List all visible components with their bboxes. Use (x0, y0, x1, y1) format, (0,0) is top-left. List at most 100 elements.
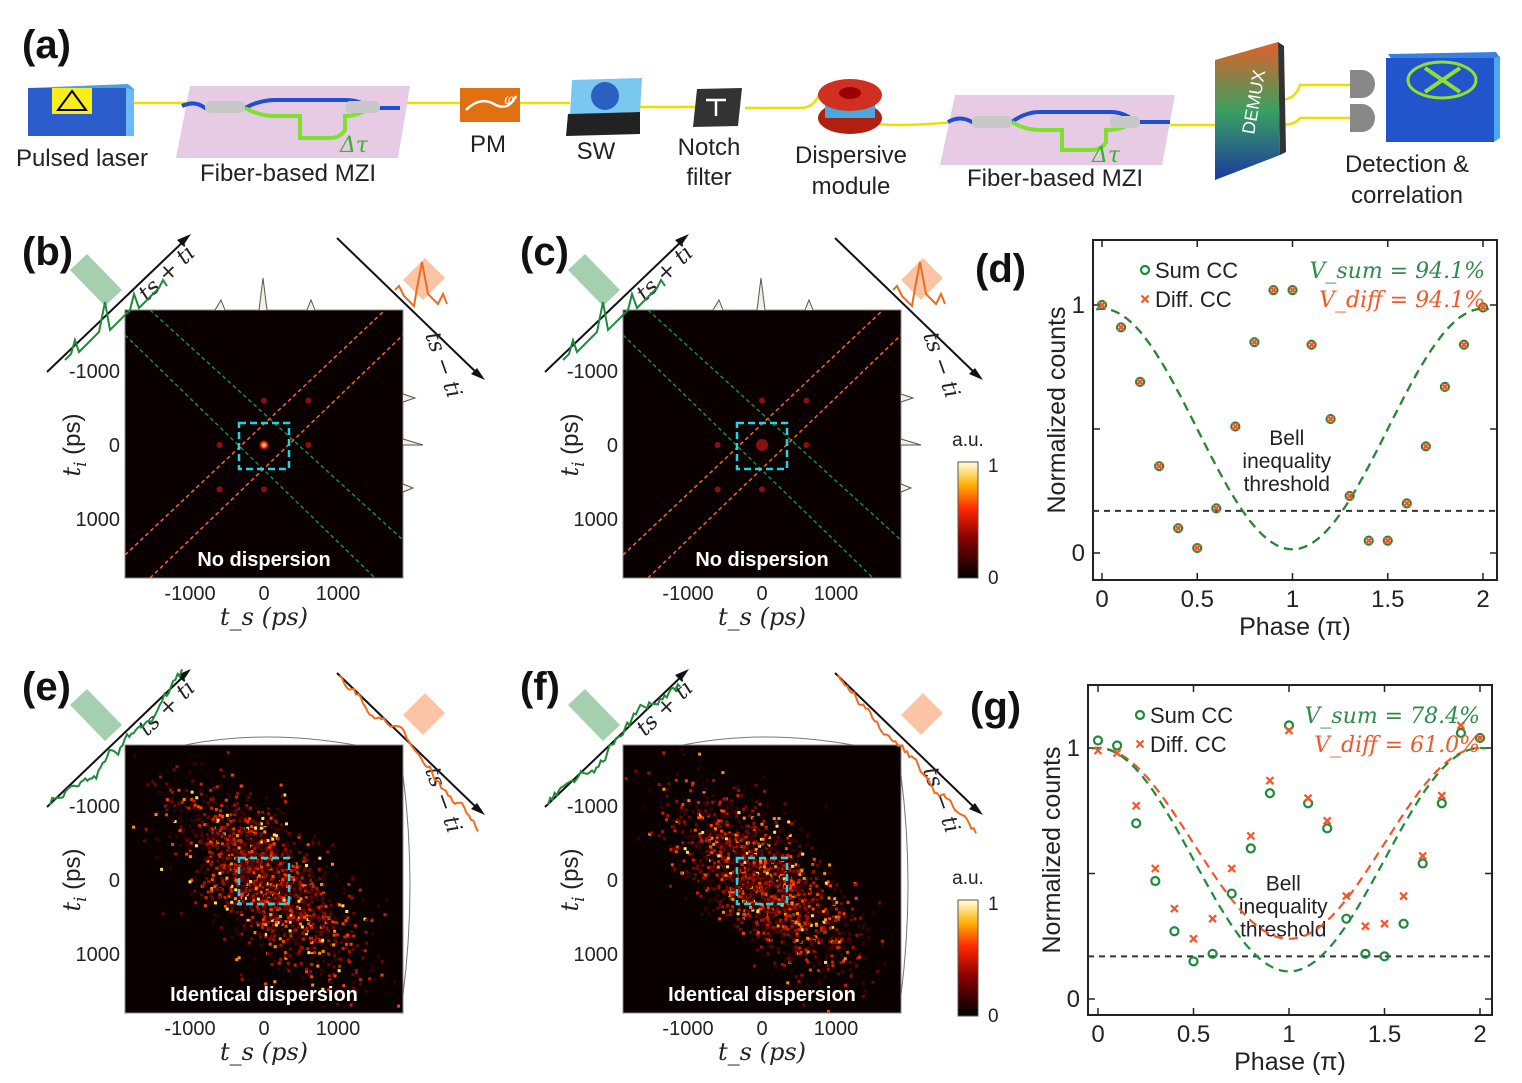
event-pixel (817, 913, 821, 917)
event-pixel (190, 790, 194, 794)
x-tick-label: 1 (1282, 1021, 1295, 1048)
event-pixel (349, 1003, 353, 1007)
event-pixel (326, 915, 330, 919)
event-pixel (226, 834, 230, 838)
event-pixel (825, 946, 829, 950)
event-pixel (279, 922, 283, 926)
event-pixel (764, 937, 768, 941)
event-pixel (341, 904, 345, 908)
event-pixel (216, 818, 220, 822)
event-pixel (666, 814, 670, 818)
sum-cc-point (1245, 843, 1256, 854)
event-pixel (185, 842, 189, 846)
fit-curve-diff (1092, 746, 1486, 940)
event-pixel (308, 917, 312, 921)
event-pixel (662, 787, 666, 791)
sum-window-highlight (70, 689, 122, 741)
event-pixel (802, 1003, 806, 1007)
event-pixel (297, 835, 301, 839)
event-pixel (279, 906, 283, 910)
event-pixel (719, 913, 723, 917)
event-pixel (754, 840, 758, 844)
event-pixel (733, 875, 737, 879)
event-pixel (766, 918, 770, 922)
event-pixel (269, 926, 273, 930)
event-pixel (274, 852, 278, 856)
event-pixel (221, 870, 225, 874)
event-pixel (234, 846, 238, 850)
event-pixel (256, 880, 260, 884)
sum-cc-point (1398, 918, 1409, 929)
event-pixel (310, 975, 314, 979)
event-pixel (178, 829, 182, 833)
event-pixel (236, 851, 240, 855)
event-pixel (711, 909, 715, 913)
event-pixel (804, 948, 808, 952)
event-pixel (784, 905, 788, 909)
event-pixel (284, 877, 288, 881)
event-pixel (244, 806, 248, 810)
event-pixel (767, 933, 771, 937)
event-pixel (285, 881, 289, 885)
event-pixel (738, 877, 742, 881)
event-pixel (319, 930, 323, 934)
event-pixel (320, 883, 324, 887)
event-pixel (338, 926, 342, 930)
event-pixel (306, 907, 310, 911)
event-pixel (286, 961, 290, 965)
event-pixel (741, 931, 745, 935)
event-pixel (207, 846, 211, 850)
event-pixel (342, 984, 346, 988)
event-pixel (777, 898, 781, 902)
event-pixel (819, 928, 823, 932)
event-pixel (305, 914, 309, 918)
event-pixel (256, 923, 260, 927)
diff-cc-point (1380, 919, 1389, 928)
diff-cc-point (1307, 340, 1316, 349)
event-pixel (335, 942, 339, 946)
event-pixel (338, 964, 342, 968)
event-pixel (251, 832, 255, 836)
event-pixel (326, 934, 330, 938)
event-pixel (799, 910, 803, 914)
event-pixel (223, 856, 227, 860)
event-pixel (726, 892, 730, 896)
event-pixel (742, 854, 746, 858)
event-pixel (301, 976, 305, 980)
event-pixel (823, 918, 827, 922)
event-pixel (802, 939, 806, 943)
event-pixel (746, 877, 750, 881)
colorbar-max-label: 1 (988, 456, 999, 477)
event-pixel (742, 852, 746, 856)
event-pixel (276, 867, 280, 871)
event-pixel (791, 927, 795, 931)
event-pixel (321, 949, 325, 953)
event-pixel (716, 865, 720, 869)
event-pixel (788, 887, 792, 891)
correlation-peak (261, 486, 267, 493)
event-pixel (837, 911, 841, 915)
event-pixel (307, 951, 311, 955)
event-pixel (263, 899, 267, 903)
event-pixel (695, 891, 699, 895)
event-pixel (194, 901, 198, 905)
event-pixel (250, 873, 254, 877)
event-pixel (188, 880, 192, 884)
event-pixel (230, 804, 234, 808)
event-pixel (275, 864, 279, 868)
event-pixel (755, 912, 759, 916)
event-pixel (683, 811, 687, 815)
event-pixel (312, 874, 316, 878)
event-pixel (218, 871, 222, 875)
event-pixel (714, 884, 718, 888)
event-pixel (771, 917, 775, 921)
event-pixel (252, 871, 256, 875)
event-pixel (843, 921, 847, 925)
event-pixel (302, 904, 306, 908)
event-pixel (722, 878, 726, 882)
event-pixel (727, 846, 731, 850)
event-pixel (854, 883, 858, 887)
event-pixel (828, 917, 832, 921)
event-pixel (284, 868, 288, 872)
event-pixel (311, 983, 315, 987)
